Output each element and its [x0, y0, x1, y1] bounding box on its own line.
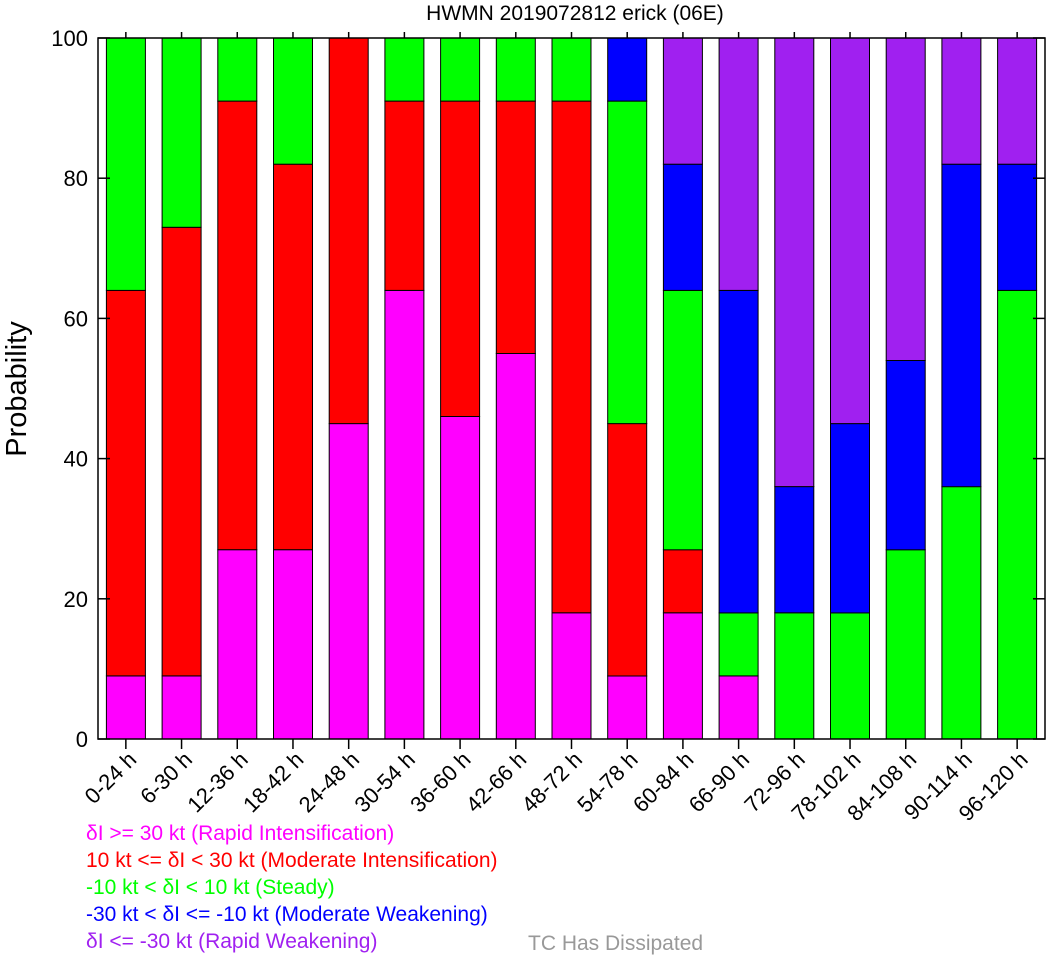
x-tick-label: 30-54 h — [349, 747, 419, 817]
bar-segment — [718, 675, 759, 740]
bar-segment — [161, 675, 202, 740]
legend: δI >= 30 kt (Rapid Intensification) 10 kt… — [86, 820, 1046, 955]
bar-segment — [495, 100, 536, 354]
bar-segment — [718, 37, 759, 291]
bar-segment — [774, 37, 815, 488]
x-tick-label: 48-72 h — [517, 747, 587, 817]
bar-segment — [217, 37, 258, 102]
y-tick-label: 40 — [64, 447, 88, 472]
bar-segment — [607, 423, 648, 677]
x-tick-label: 12-36 h — [182, 747, 252, 817]
bar-segment — [997, 289, 1038, 740]
bar-segment — [885, 549, 926, 740]
bar-segment — [941, 486, 982, 740]
bars-layer — [105, 37, 1038, 740]
x-tick-label: 24-48 h — [294, 747, 364, 817]
y-tick-label: 100 — [51, 26, 88, 51]
bar-segment — [105, 289, 146, 677]
bar-segment — [217, 549, 258, 740]
bar-segment — [997, 37, 1038, 165]
bar-segment — [830, 37, 870, 425]
x-tick-label: 36-60 h — [405, 747, 475, 817]
bar-segment — [551, 612, 592, 740]
bar-segment — [607, 37, 648, 102]
bar-segment — [662, 289, 703, 551]
bar-segment — [941, 163, 982, 488]
x-tick-label: 66-90 h — [684, 747, 754, 817]
x-tick-label: 60-84 h — [628, 747, 698, 817]
bar-segment — [105, 37, 146, 291]
bar-segment — [217, 100, 258, 551]
bar-segment — [273, 549, 313, 740]
y-tick-label: 80 — [64, 166, 88, 191]
bar-segment — [941, 37, 982, 165]
bar-segment — [161, 37, 202, 228]
chart-title: HWMN 2019072812 erick (06E) — [426, 2, 724, 25]
bar-segment — [440, 416, 481, 740]
bar-segment — [662, 163, 703, 291]
bar-segment — [718, 612, 759, 677]
legend-entry: -30 kt < δI <= -10 kt (Moderate Weakenin… — [86, 903, 488, 926]
legend-entry-dissipated: TC Has Dissipated — [528, 932, 704, 955]
x-tick-label: 54-78 h — [572, 747, 642, 817]
bar-segment — [161, 226, 202, 677]
x-tick-label: 42-66 h — [461, 747, 531, 817]
x-tick-label: 18-42 h — [238, 747, 308, 817]
y-tick-label: 60 — [64, 306, 88, 331]
bar-segment — [440, 37, 481, 102]
bar-segment — [885, 37, 926, 361]
y-axis-label: Probability — [1, 321, 33, 457]
bar-segment — [328, 37, 369, 425]
bar-segment — [662, 37, 703, 165]
bar-segment — [551, 100, 592, 614]
bar-segment — [718, 289, 759, 614]
legend-entry: 10 kt <= δI < 30 kt (Moderate Intensific… — [86, 849, 498, 872]
bar-segment — [273, 163, 313, 551]
bar-segment — [495, 352, 536, 740]
y-tick-label: 20 — [64, 587, 88, 612]
bar-segment — [384, 100, 425, 291]
stacked-bar-chart: HWMN 2019072812 erick (06E) Probability … — [1, 2, 1046, 820]
bar-segment — [105, 675, 146, 740]
bar-segment — [607, 100, 648, 425]
bar-segment — [997, 163, 1038, 291]
y-tick-label: 0 — [76, 727, 88, 752]
x-tick-label: 0-24 h — [80, 747, 142, 809]
bar-segment — [440, 100, 481, 417]
bar-segment — [830, 423, 870, 614]
bar-segment — [495, 37, 536, 102]
bar-segment — [273, 37, 313, 165]
bar-segment — [662, 612, 703, 740]
legend-entry: -10 kt < δI < 10 kt (Steady) — [86, 876, 335, 899]
bar-segment — [551, 37, 592, 102]
bar-segment — [384, 289, 425, 740]
legend-entry: δI >= 30 kt (Rapid Intensification) — [86, 822, 395, 845]
bar-segment — [328, 423, 369, 740]
bar-segment — [885, 360, 926, 551]
bar-segment — [607, 675, 648, 740]
bar-segment — [830, 612, 870, 740]
bar-segment — [774, 486, 815, 614]
bar-segment — [774, 612, 815, 740]
bar-segment — [662, 549, 703, 614]
bar-segment — [384, 37, 425, 102]
legend-entry: δI <= -30 kt (Rapid Weakening) — [86, 930, 378, 953]
